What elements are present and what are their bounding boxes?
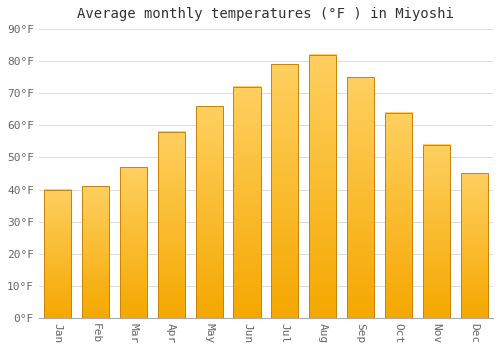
Bar bbox=[309, 55, 336, 318]
Bar bbox=[120, 167, 147, 318]
Bar bbox=[82, 186, 109, 318]
Bar bbox=[422, 145, 450, 318]
Bar bbox=[158, 132, 185, 318]
Bar bbox=[196, 106, 223, 318]
Bar bbox=[44, 190, 72, 318]
Bar bbox=[271, 64, 298, 318]
Bar bbox=[234, 87, 260, 318]
Title: Average monthly temperatures (°F ) in Miyoshi: Average monthly temperatures (°F ) in Mi… bbox=[78, 7, 454, 21]
Bar bbox=[460, 174, 488, 318]
Bar bbox=[347, 77, 374, 318]
Bar bbox=[385, 112, 412, 318]
